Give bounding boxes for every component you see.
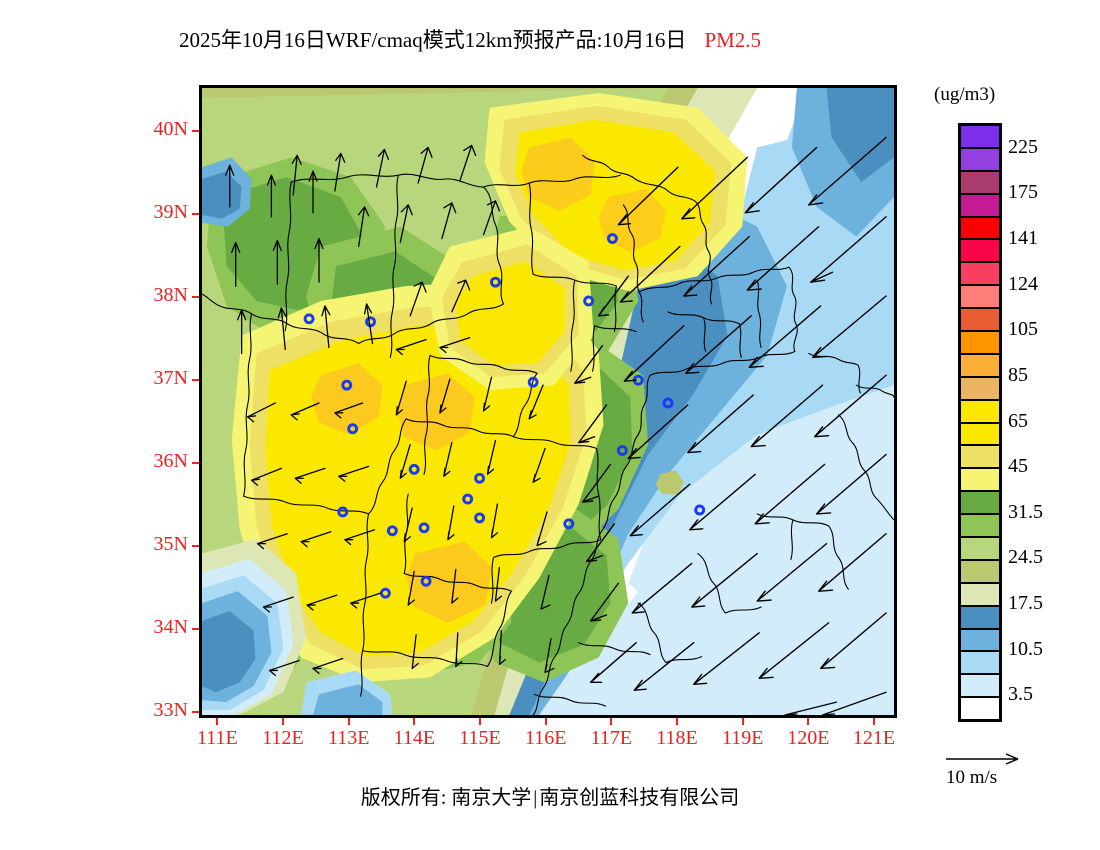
colorbar-segment [961,194,999,218]
colorbar-segment [961,469,999,493]
lon-label-115E: 115E [459,727,501,749]
lat-label-36N: 36N [153,449,188,472]
lon-tick [282,718,285,725]
lon-tick [216,718,219,725]
colorbar-label-141: 141 [1008,227,1038,250]
lon-label-118E: 118E [656,727,698,749]
colorbar-segment [961,354,999,378]
colorbar-segment [961,629,999,653]
lon-label-117E: 117E [590,727,633,749]
colorbar-segment [961,126,999,149]
colorbar-segment [961,492,999,516]
lat-label-38N: 38N [153,283,188,306]
lat-label-35N: 35N [153,533,188,556]
colorbar-label-10.5: 10.5 [1008,637,1043,660]
lat-tick [192,711,199,714]
colorbar-segment [961,698,999,720]
map-contour-canvas [202,88,894,715]
colorbar-segment [961,423,999,447]
colorbar-segment [961,583,999,607]
colorbar-label-31.5: 31.5 [1008,500,1043,523]
colorbar-segment [961,606,999,630]
lon-label-113E: 113E [327,727,370,749]
colorbar-label-225: 225 [1008,135,1038,158]
colorbar-segment [961,240,999,264]
lon-tick [347,718,350,725]
colorbar-label-45: 45 [1008,455,1028,478]
colorbar-segment [961,332,999,355]
colorbar-segment [961,446,999,470]
colorbar-segment [961,560,999,584]
colorbar-label-175: 175 [1008,181,1038,204]
lat-tick [192,295,199,298]
title-pollutant-label: PM2.5 [704,28,762,52]
title-main-text: 2025年10月16日WRF/cmaq模式12km预报产品:10月16日 [178,28,687,52]
colorbar-segment [961,400,999,424]
wind-scale-label: 10 m/s [946,767,998,788]
footer-separator: | [533,787,538,809]
colorbar-segment [961,309,999,333]
lon-tick [676,718,679,725]
colorbar-segment [961,263,999,287]
lon-tick [741,718,744,725]
lon-label-121E: 121E [852,727,896,749]
colorbar-segment [961,148,999,172]
colorbar-label-3.5: 3.5 [1008,683,1033,706]
colorbar-label-105: 105 [1008,318,1038,341]
lat-label-34N: 34N [153,616,188,639]
lat-tick [192,461,199,464]
lat-label-40N: 40N [153,117,188,140]
copyright-footer: 版权所有: 南京大学 | 南京创蓝科技有限公司 [0,781,1100,810]
colorbar-label-124: 124 [1008,272,1038,295]
page-title: 2025年10月16日WRF/cmaq模式12km预报产品:10月16日 PM2.… [0,24,940,54]
forecast-map[interactable] [199,85,897,718]
lon-label-116E: 116E [524,727,567,749]
lon-tick [479,718,482,725]
colorbar-segment [961,171,999,195]
colorbar-label-24.5: 24.5 [1008,546,1043,569]
lat-tick [192,628,199,631]
colorbar-label-17.5: 17.5 [1008,591,1043,614]
colorbar-segment [961,286,999,310]
lat-label-33N: 33N [153,699,188,722]
colorbar-label-85: 85 [1008,363,1028,386]
copyright-company: 南京创蓝科技有限公司 [539,787,740,809]
lon-label-111E: 111E [197,727,238,749]
lon-tick [413,718,416,725]
colorbar-segment [961,675,999,699]
lon-label-119E: 119E [721,727,764,749]
lon-tick [610,718,613,725]
lon-label-112E: 112E [262,727,304,749]
lat-label-39N: 39N [153,200,188,223]
colorbar[interactable] [958,123,1002,722]
lon-tick [544,718,547,725]
colorbar-segment [961,217,999,241]
right-arrow-icon [946,753,1019,765]
lat-label-37N: 37N [153,366,188,389]
lat-tick [192,212,199,215]
colorbar-segment [961,538,999,561]
colorbar-label-65: 65 [1008,409,1028,432]
colorbar-segment [961,652,999,676]
lon-tick [807,718,810,725]
colorbar-segment [961,515,999,539]
lat-tick [192,378,199,381]
colorbar-unit-label: (ug/m3) [934,84,996,105]
copyright-owner: 版权所有: 南京大学 [360,787,532,809]
lon-label-120E: 120E [787,727,830,749]
lon-tick [873,718,876,725]
lat-tick [192,545,199,548]
colorbar-segment [961,377,999,401]
lat-tick [192,129,199,132]
lon-label-114E: 114E [393,727,436,749]
